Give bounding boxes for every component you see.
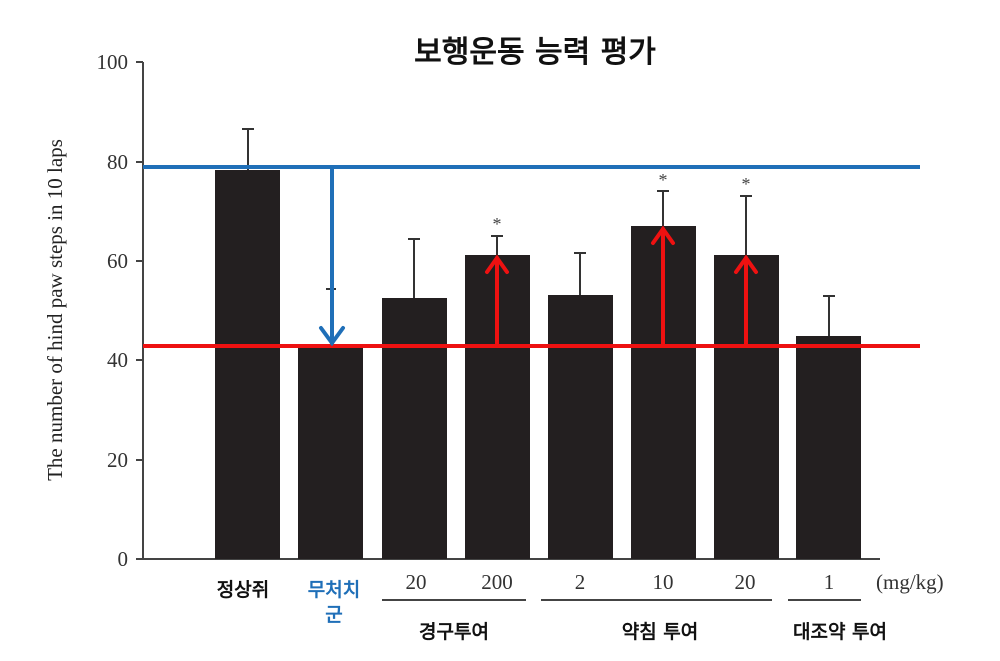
chart-title: 보행운동 능력 평가 [414,35,656,70]
up-arrow-icon [651,225,675,348]
dose-label: 2 [575,570,586,594]
dose-label: 20 [735,570,756,594]
y-tick-0: 0 [118,547,129,571]
bar-untreated [298,346,363,559]
up-arrow-icon [485,254,509,348]
up-arrow-icon [734,254,758,348]
y-tick-80: 80 [107,150,128,174]
bar-control-1 [796,336,861,559]
y-tick-100: 100 [97,50,129,74]
category-label-untreated: 무처치 [308,579,360,601]
dose-label: 200 [481,570,513,594]
unit-label: (mg/kg) [876,570,944,594]
y-tick-60: 60 [107,249,128,273]
group-label-acupuncture: 약침 투여 [622,621,699,643]
group-label-control: 대조약 투여 [793,621,887,643]
bars [215,170,861,559]
bar-oral-20 [382,298,447,559]
down-arrow-icon [319,165,345,347]
y-axis-label: The number of hind paw steps in 10 laps [43,139,67,481]
dose-label: 10 [653,570,674,594]
y-tick-20: 20 [107,448,128,472]
significance-star: * [493,214,502,234]
group-label-oral: 경구투여 [419,621,489,643]
bar-acupuncture-2 [548,295,613,559]
y-axis: 0 20 40 60 80 100 [97,50,144,571]
significance-star: * [659,170,668,190]
y-tick-40: 40 [107,348,128,372]
dose-label: 20 [406,570,427,594]
dose-label: 1 [824,570,835,594]
category-label-normal: 정상쥐 [217,579,269,601]
significance-star: * [742,174,751,194]
category-label-untreated-line2: 군 [325,604,342,626]
bar-normal [215,170,280,559]
